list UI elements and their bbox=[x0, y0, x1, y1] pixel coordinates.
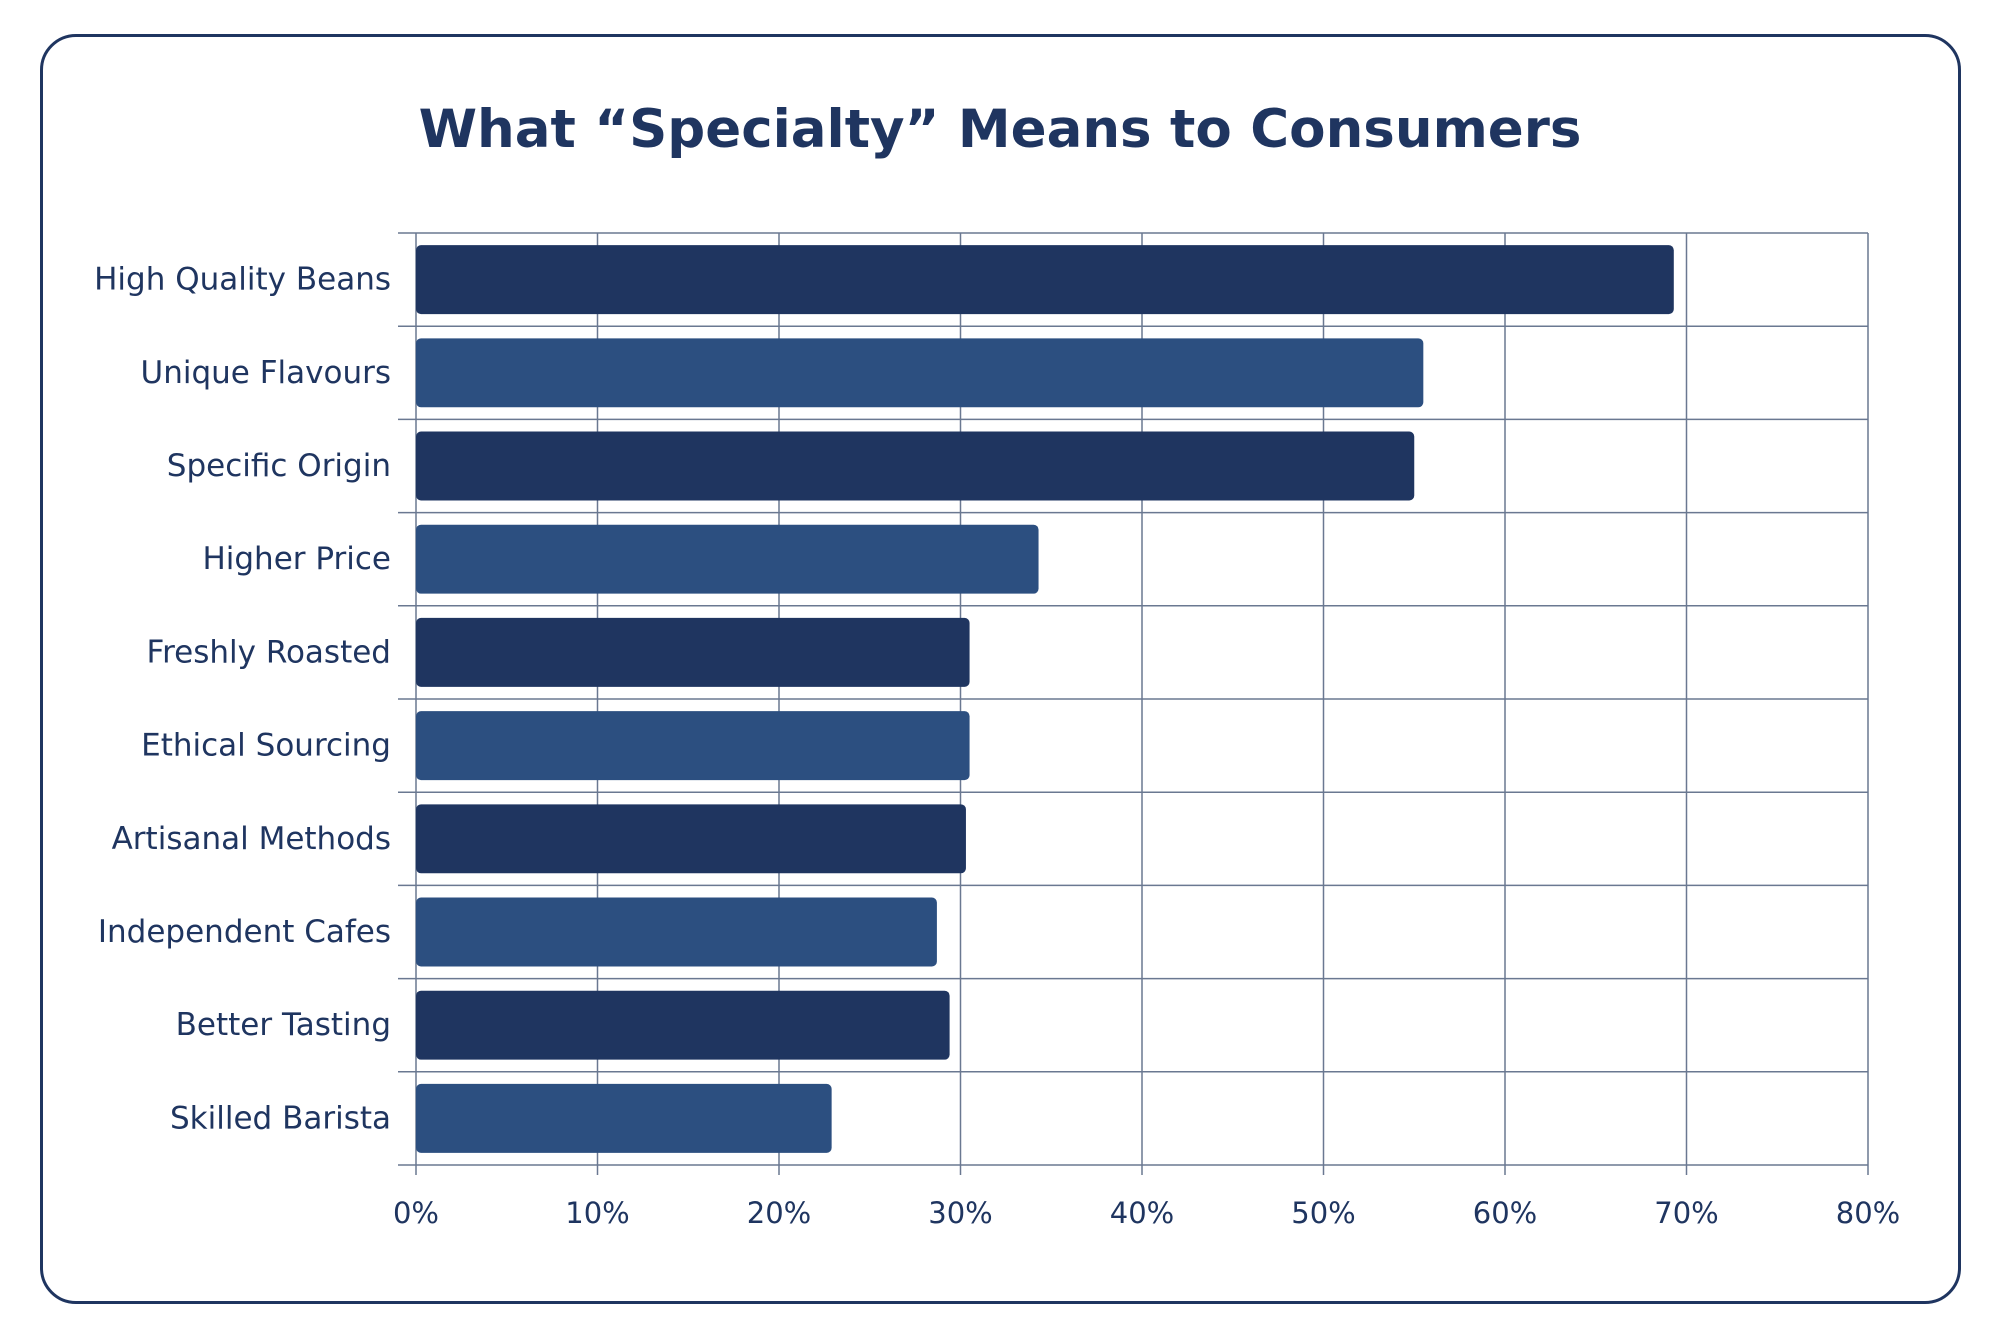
x-tick-label: 40% bbox=[1110, 1196, 1174, 1230]
category-label: Independent Cafes bbox=[98, 914, 391, 950]
x-tick-label: 0% bbox=[393, 1196, 439, 1230]
category-label: Skilled Barista bbox=[170, 1100, 391, 1136]
x-axis-tick-labels: 0% 10% 20% 30% 40% 50% 60% 70% 80% bbox=[393, 1196, 1900, 1230]
x-tick-label: 20% bbox=[747, 1196, 811, 1230]
x-tick-label: 70% bbox=[1654, 1196, 1718, 1230]
category-label: Better Tasting bbox=[176, 1007, 391, 1043]
x-tick-label: 80% bbox=[1836, 1196, 1900, 1230]
chart-title: What “Specialty” Means to Consumers bbox=[418, 99, 1582, 160]
bars bbox=[416, 245, 1674, 1153]
bar bbox=[416, 338, 1424, 408]
bar bbox=[416, 711, 970, 781]
bar bbox=[416, 431, 1415, 501]
category-label: Artisanal Methods bbox=[112, 821, 391, 857]
bar bbox=[416, 245, 1674, 315]
bar bbox=[416, 990, 950, 1060]
bar bbox=[416, 897, 937, 967]
category-labels: High Quality Beans Unique Flavours Specifi… bbox=[94, 262, 391, 1137]
bar bbox=[416, 524, 1039, 594]
category-label: Ethical Sourcing bbox=[141, 728, 391, 764]
category-label: Unique Flavours bbox=[141, 355, 392, 391]
category-label: High Quality Beans bbox=[94, 262, 391, 298]
x-tick-label: 60% bbox=[1473, 1196, 1537, 1230]
bar bbox=[416, 804, 966, 874]
category-label: Specific Origin bbox=[167, 448, 391, 484]
x-tick-label: 10% bbox=[565, 1196, 629, 1230]
bar bbox=[416, 617, 970, 687]
category-label: Higher Price bbox=[202, 541, 391, 577]
x-tick-label: 30% bbox=[928, 1196, 992, 1230]
category-label: Freshly Roasted bbox=[147, 634, 392, 670]
x-tick-label: 50% bbox=[1291, 1196, 1355, 1230]
bar bbox=[416, 1083, 832, 1153]
